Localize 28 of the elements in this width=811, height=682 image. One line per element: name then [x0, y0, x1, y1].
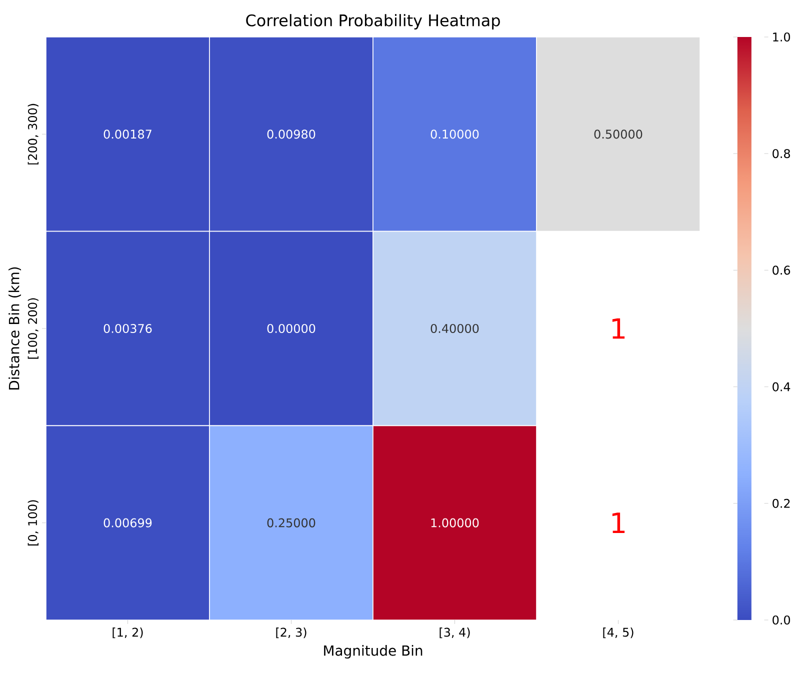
y-tick-label: [100, 200) [28, 298, 38, 359]
x-tick-label: [2, 3) [276, 628, 306, 638]
x-axis-title: Magnitude Bin [324, 645, 422, 659]
data-label: 0.00187 [104, 130, 152, 139]
color-bar-label: 0.4 [772, 382, 790, 392]
color-bar-label: 0.6 [772, 266, 790, 275]
y-tick-label: [0, 100) [28, 500, 38, 546]
data-label: 0.00376 [104, 324, 152, 334]
data-label: 0.00699 [104, 518, 152, 528]
data-label: 0.50000 [594, 130, 642, 139]
annotation: 1 [612, 512, 625, 533]
annotation: 1 [612, 318, 625, 339]
color-bar-label: 1.0 [773, 32, 790, 42]
data-label: 0.00000 [267, 324, 316, 334]
data-label: 0.25000 [267, 518, 316, 528]
x-tick-label: [4, 5) [603, 628, 634, 638]
color-bar-label: 0.0 [772, 615, 790, 625]
y-axis-title: Distance Bin (km) [8, 267, 21, 390]
y-tick-label: [200, 300) [28, 104, 38, 164]
x-tick-label: [3, 4) [440, 628, 470, 638]
data-label: 0.40000 [430, 324, 479, 334]
color-bar-label: 0.2 [772, 498, 790, 508]
data-label: 0.00980 [267, 130, 316, 139]
x-tick-label: [1, 2) [112, 628, 143, 638]
data-label: 0.10000 [430, 130, 479, 139]
color-bar-label: 0.8 [772, 149, 790, 158]
data-label: 1.00000 [431, 518, 479, 528]
chart-title: Correlation Probability Heatmap [246, 14, 500, 30]
